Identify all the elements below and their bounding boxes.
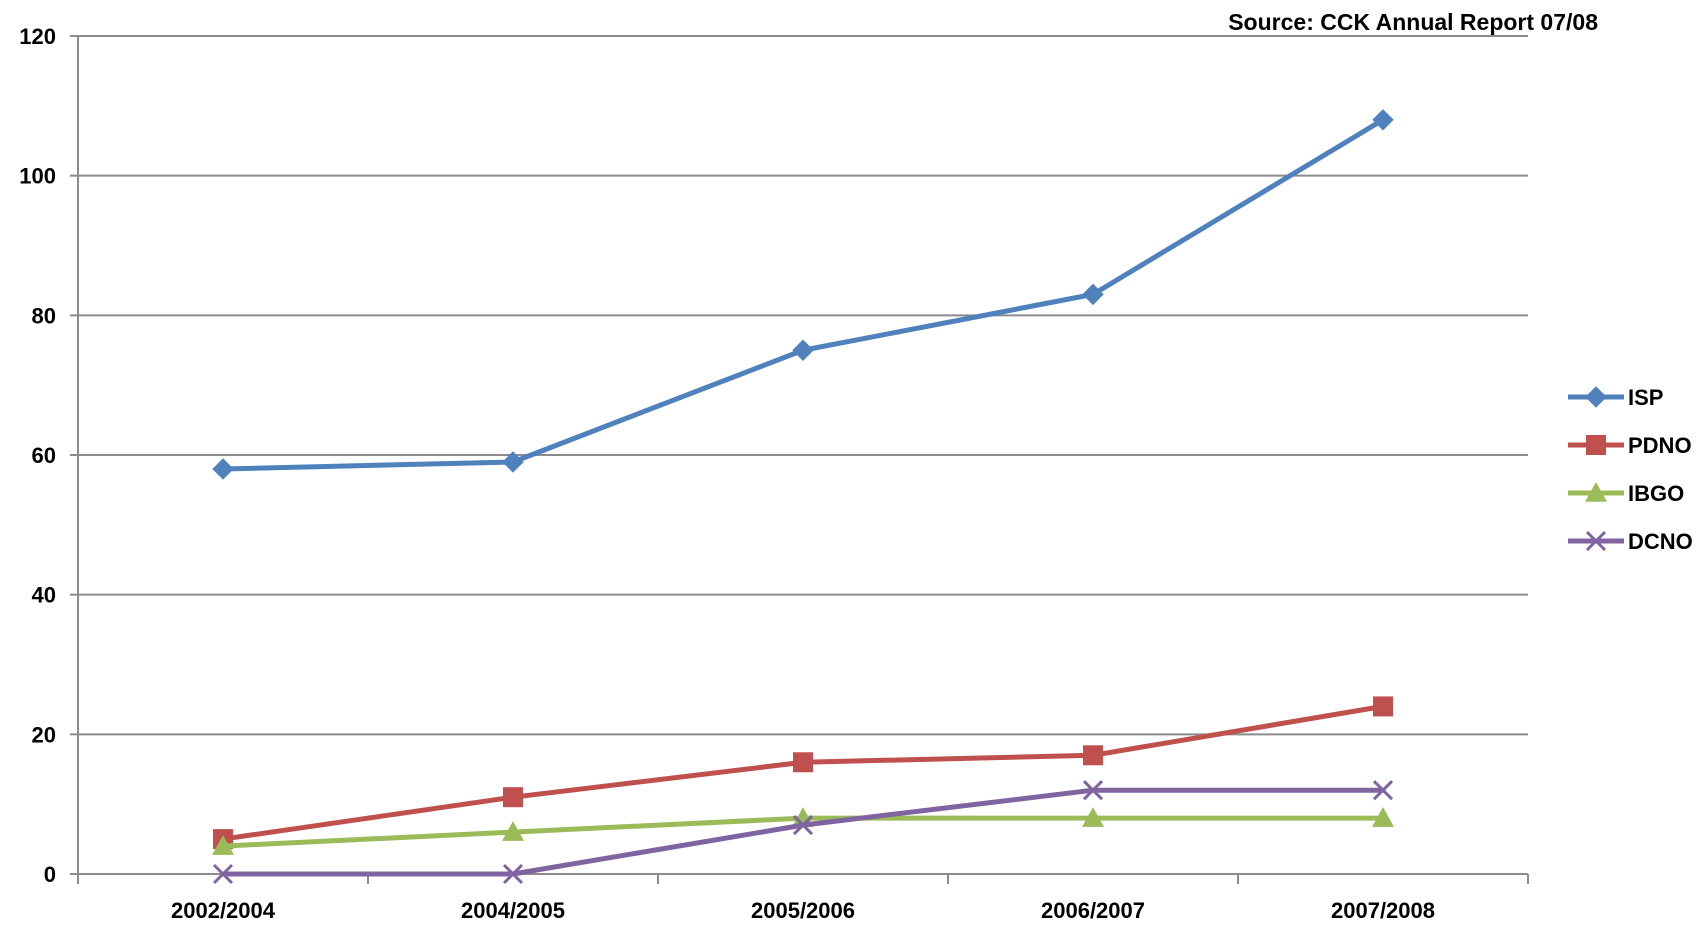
data-point-dcno [502, 863, 524, 885]
legend-marker-dcno [1585, 530, 1607, 552]
data-point-pdno [503, 787, 523, 808]
legend-marker-dcno-stroke [1585, 530, 1607, 552]
data-point-isp [1372, 109, 1394, 131]
data-point-ibgo [1082, 807, 1104, 827]
series-line-isp [220, 117, 1386, 472]
y-tick-label: 100 [19, 164, 56, 189]
y-tick-label: 20 [32, 722, 56, 747]
data-point-dcno [792, 815, 814, 836]
x-tick-label: 2007/2008 [1331, 898, 1435, 923]
x-tick-labels: 2002/2004 2004/2005 2005/2006 2006/2007 2007… [171, 898, 1435, 923]
y-tick-label: 80 [32, 303, 56, 328]
data-point-ibgo [502, 821, 524, 841]
y-tick-label: 60 [32, 443, 56, 468]
data-point-pdno [793, 752, 813, 773]
data-point-ibgo [1372, 807, 1394, 827]
data-point-dcno [212, 863, 234, 885]
legend-item-dcno: DCNO [1568, 529, 1693, 554]
y-tick-label: 40 [32, 583, 56, 608]
x-tick-label: 2004/2005 [461, 898, 565, 923]
data-point-dcno [1372, 780, 1394, 801]
series-line-dcno [220, 787, 1386, 877]
x-tick-label: 2002/2004 [171, 898, 276, 923]
data-point-dcno [1082, 780, 1104, 801]
data-point-dcno-stroke [1082, 780, 1104, 801]
legend-label-ibgo: IBGO [1628, 481, 1684, 506]
legend-marker-ibgo [1585, 482, 1607, 502]
data-point-pdno [1083, 745, 1103, 766]
legend-label-pdno: PDNO [1628, 433, 1692, 458]
source-note: Source: CCK Annual Report 07/08 [1228, 9, 1598, 35]
y-tick-labels: 0 20 40 60 80 100 120 [19, 24, 56, 887]
legend: ISP PDNO IBGO DCNO [1568, 385, 1693, 554]
legend-marker-pdno [1586, 435, 1606, 455]
y-tick-label: 0 [44, 862, 56, 887]
data-point-dcno-stroke [792, 815, 814, 836]
x-tick-label: 2006/2007 [1041, 898, 1145, 923]
legend-item-isp: ISP [1568, 385, 1663, 410]
data-point-dcno-stroke [1372, 780, 1394, 801]
data-point-isp [1082, 283, 1104, 306]
data-point-isp [502, 451, 524, 473]
data-point-isp [212, 458, 234, 480]
legend-item-ibgo: IBGO [1568, 481, 1684, 506]
data-point-pdno [1373, 696, 1393, 717]
legend-item-pdno: PDNO [1568, 433, 1692, 458]
legend-label-isp: ISP [1628, 385, 1663, 410]
series-isp [212, 109, 1394, 480]
data-point-ibgo [212, 835, 234, 855]
legend-marker-isp [1585, 386, 1607, 408]
gridlines [78, 35, 1528, 736]
y-tick-label: 120 [19, 24, 56, 49]
legend-label-dcno: DCNO [1628, 529, 1693, 554]
data-point-dcno-stroke [212, 863, 234, 885]
data-point-isp [792, 339, 814, 361]
data-point-dcno-stroke [502, 863, 524, 885]
series-dcno [212, 780, 1394, 885]
x-tick-label: 2005/2006 [751, 898, 855, 923]
series-group [212, 109, 1394, 885]
